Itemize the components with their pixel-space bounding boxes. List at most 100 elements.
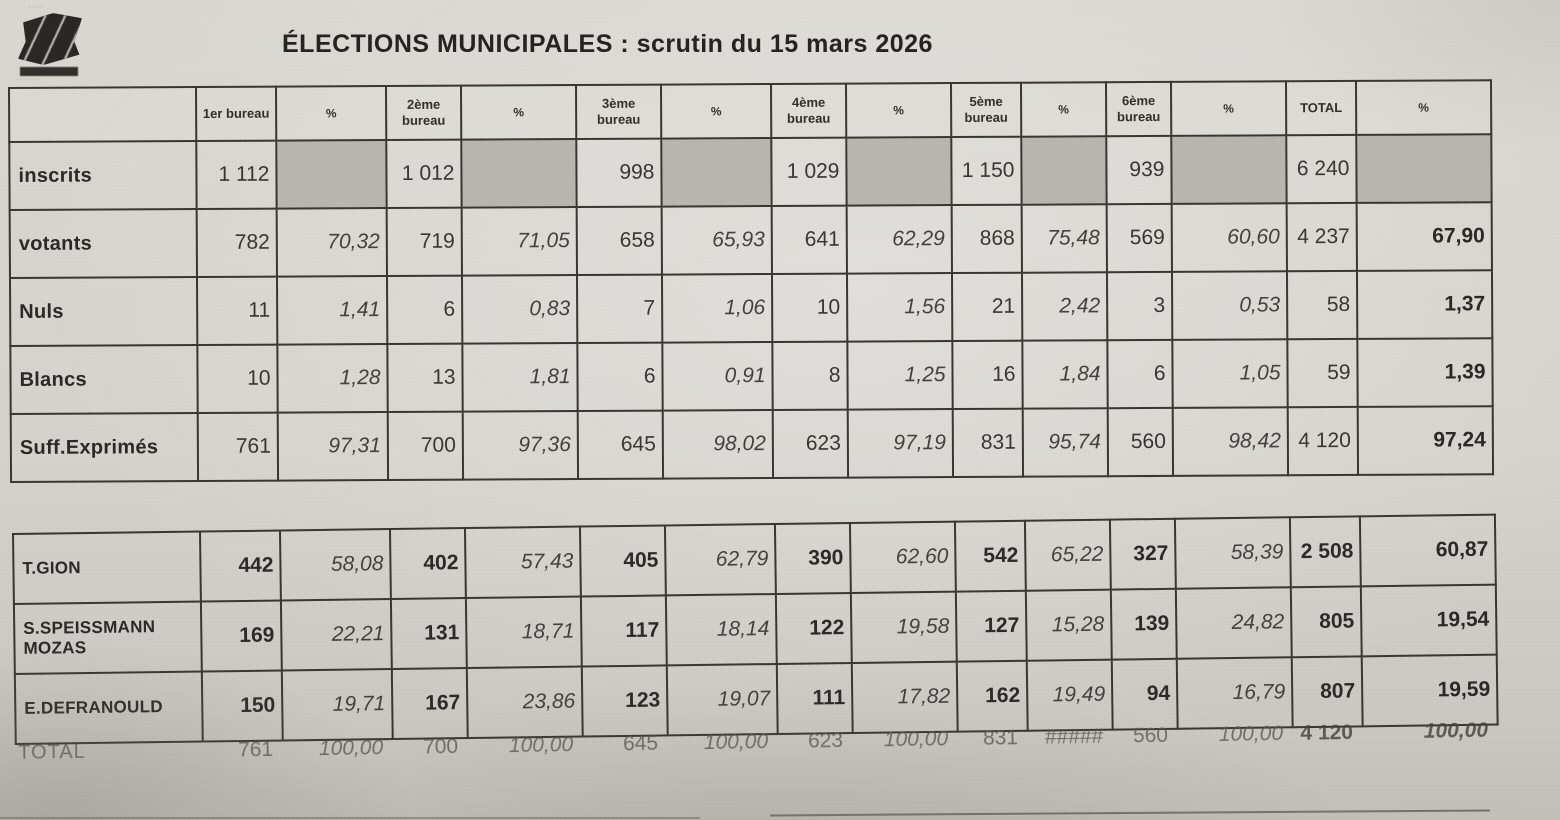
- row-label: Nuls: [10, 277, 198, 346]
- percent-cell: 98,02: [662, 410, 774, 479]
- count-cell: 402: [389, 528, 466, 600]
- percent-cell: [1356, 134, 1492, 203]
- count-cell: 122: [775, 593, 852, 665]
- corner-header: [9, 87, 197, 142]
- logo-bar: [20, 67, 78, 76]
- percent-cell: 1,56: [846, 273, 953, 342]
- city-emblem-icon: [18, 13, 82, 65]
- total-count-cell: 623: [807, 728, 844, 753]
- percent-cell: 97,31: [277, 412, 389, 481]
- count-cell: 127: [955, 590, 1027, 662]
- count-cell: 16: [952, 340, 1023, 410]
- percent-cell: 19,07: [666, 664, 778, 736]
- bureau-header: 6ème bureau: [1105, 81, 1172, 137]
- percent-cell: 71,05: [461, 207, 577, 276]
- percent-cell: 1,39: [1357, 338, 1493, 407]
- count-cell: 641: [771, 205, 847, 275]
- count-cell: 6: [577, 342, 663, 412]
- percent-cell: 58,08: [279, 529, 391, 601]
- percent-header: %: [845, 83, 952, 138]
- percent-cell: 18,14: [665, 594, 777, 666]
- city-logo: ····· ··········: [10, 4, 100, 94]
- bureau-header: TOTAL: [1285, 80, 1357, 136]
- count-cell: 162: [956, 660, 1028, 732]
- percent-cell: 1,05: [1172, 339, 1288, 408]
- percent-header: %: [1355, 80, 1492, 135]
- percent-cell: 57,43: [464, 526, 581, 599]
- percent-cell: 65,93: [661, 206, 772, 275]
- percent-cell: 1,28: [277, 344, 388, 413]
- row-label: votants: [9, 209, 197, 278]
- percent-cell: 58,39: [1174, 517, 1291, 589]
- count-cell: 1 012: [386, 139, 462, 209]
- count-cell: 4 120: [1287, 406, 1359, 476]
- total-label: TOTAL: [17, 740, 86, 764]
- count-cell: 2 508: [1289, 516, 1361, 588]
- total-percent-cell: 100,00: [703, 730, 769, 755]
- count-cell: 327: [1109, 518, 1176, 590]
- count-cell: 4 237: [1286, 202, 1357, 272]
- percent-cell: [846, 137, 952, 206]
- count-cell: 7: [576, 274, 663, 344]
- percent-cell: 19,54: [1360, 584, 1497, 657]
- count-cell: 542: [954, 520, 1026, 592]
- total-count-cell: 761: [237, 737, 274, 762]
- results-row: Nuls 11 1,41 6 0,83 7 1,06 10 1,56 21 2,42 3 0,53 58 1…: [10, 270, 1493, 346]
- percent-cell: 0,91: [662, 342, 773, 411]
- percent-cell: 97,19: [847, 409, 954, 478]
- percent-cell: 1,84: [1022, 340, 1108, 409]
- percent-cell: 62,60: [849, 521, 956, 594]
- percent-cell: 70,32: [276, 208, 387, 277]
- candidates-table: T.GION 442 58,08 402 57,43 405 62,79 390 62,60 54…: [12, 514, 1499, 745]
- results-row: Blancs 10 1,28 13 1,81 6 0,91 8 1,25 16 1,84 6 1,05 5…: [10, 338, 1493, 414]
- count-cell: 10: [771, 273, 848, 343]
- percent-header: %: [1170, 81, 1287, 136]
- row-label: E.DEFRANOULD: [14, 671, 203, 744]
- count-cell: 405: [579, 525, 666, 597]
- count-cell: 167: [391, 668, 468, 740]
- total-count-cell: 700: [422, 734, 459, 759]
- page-edge-line: [770, 809, 1490, 817]
- percent-cell: 22,21: [280, 599, 392, 671]
- count-cell: 117: [580, 595, 667, 667]
- bureau-header: 2ème bureau: [386, 85, 462, 141]
- count-cell: 390: [774, 523, 851, 595]
- percent-cell: 75,48: [1021, 204, 1107, 273]
- page-edge-line: [0, 817, 700, 819]
- count-cell: 6: [386, 275, 463, 345]
- percent-cell: 1,81: [462, 343, 578, 412]
- percent-cell: 19,71: [281, 669, 393, 741]
- count-cell: 623: [772, 409, 849, 478]
- count-cell: 560: [1107, 407, 1174, 477]
- percent-header: %: [460, 85, 577, 140]
- total-percent-cell: 100,00: [883, 727, 949, 752]
- count-cell: 1 112: [196, 140, 277, 210]
- percent-cell: [276, 140, 387, 209]
- count-cell: 13: [387, 343, 463, 413]
- logo-bottom-text: ··········: [16, 77, 41, 83]
- page-title: ÉLECTIONS MUNICIPALES : scrutin du 15 ma…: [282, 30, 933, 58]
- percent-cell: 0,53: [1171, 271, 1288, 340]
- total-percent-cell: 100,00: [1423, 718, 1489, 743]
- percent-cell: 15,28: [1025, 589, 1112, 661]
- percent-cell: 1,37: [1356, 270, 1493, 339]
- percent-cell: 1,41: [276, 276, 388, 345]
- count-cell: 94: [1111, 658, 1178, 730]
- percent-cell: 19,59: [1361, 654, 1498, 727]
- row-label: S.SPEISSMANN MOZAS: [13, 601, 202, 674]
- percent-cell: 2,42: [1021, 272, 1108, 341]
- count-cell: 6: [1107, 339, 1173, 409]
- percent-cell: 65,22: [1024, 519, 1111, 591]
- count-cell: 442: [199, 530, 281, 602]
- percent-cell: [1021, 136, 1107, 205]
- count-cell: 645: [577, 410, 664, 480]
- percent-cell: 67,90: [1356, 202, 1492, 271]
- results-row: inscrits 1 112 1 012 998 1 029 1 150 939 6 240: [9, 134, 1492, 210]
- count-cell: 21: [951, 272, 1023, 342]
- total-percent-cell: 100,00: [318, 736, 384, 761]
- percent-header: %: [1020, 82, 1107, 137]
- logo-top-text: ·····: [28, 4, 45, 11]
- row-label: inscrits: [9, 141, 197, 210]
- count-cell: 8: [772, 341, 848, 411]
- percent-cell: 19,58: [850, 591, 957, 664]
